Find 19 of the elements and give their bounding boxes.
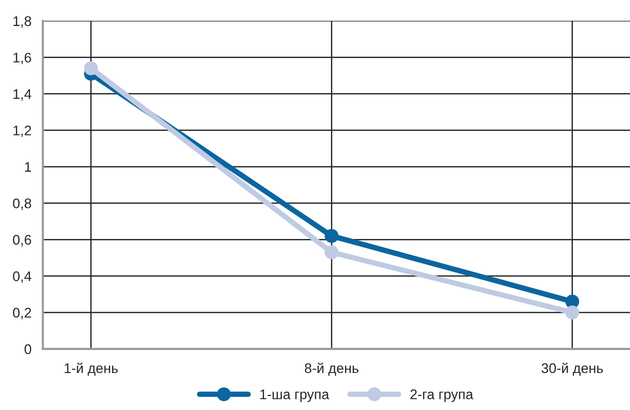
y-tick-label: 1,4: [13, 89, 32, 101]
point: [84, 61, 98, 76]
y-tick-label: 1,6: [13, 52, 32, 64]
point: [565, 306, 580, 320]
y-tick-label: 0,6: [12, 234, 32, 246]
y-tick-label: 0: [24, 344, 32, 354]
x-tick-label: 30-й день: [542, 362, 603, 376]
point: [324, 245, 339, 260]
y-tick-label: 0,2: [12, 308, 32, 320]
y-tick-label: 0,4: [12, 271, 32, 283]
legend-label: 2-га група: [410, 389, 474, 402]
y-tick-label: 1,2: [13, 126, 32, 138]
x-tick-label: 8-й день: [304, 362, 358, 376]
x-tick-label: 1-й день: [64, 362, 118, 376]
y-tick-label: 0,8: [12, 198, 32, 210]
legend-label: 1-ша група: [260, 390, 330, 402]
y-tick-label: 1,8: [13, 16, 32, 28]
point: [324, 228, 339, 243]
y-tick-label: 1: [25, 162, 32, 172]
